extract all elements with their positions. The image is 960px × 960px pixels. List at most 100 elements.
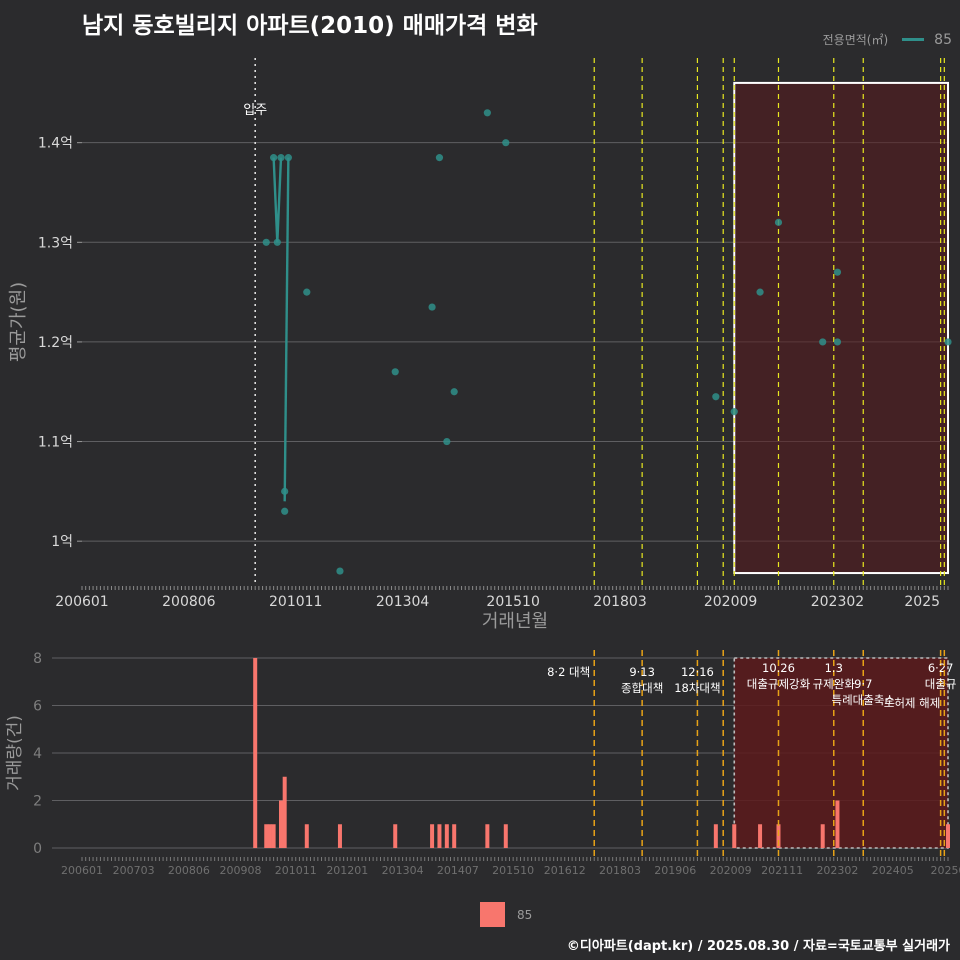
bar-y-tick-label: 2 — [33, 794, 42, 810]
bar-legend-swatch-icon — [480, 902, 505, 927]
bar — [437, 824, 442, 848]
bar — [278, 800, 283, 848]
bar-x-tick-label: 201011 — [275, 864, 317, 877]
bar — [946, 824, 950, 848]
data-point — [819, 338, 827, 346]
legend-line-icon — [902, 38, 925, 41]
bar-x-tick-label: 201201 — [326, 864, 368, 877]
policy-label: 규제완화 — [813, 677, 856, 691]
data-point — [281, 487, 289, 495]
x-tick-label: 2025 — [904, 594, 940, 610]
bar-y-axis-title: 거래량(건) — [5, 715, 25, 791]
policy-label: 9·7 — [854, 677, 872, 691]
x-tick-label: 201304 — [376, 594, 430, 610]
bar-x-tick-label: 200806 — [168, 864, 210, 877]
data-point — [270, 154, 278, 162]
policy-label: 9·13 — [629, 665, 655, 679]
bar-y-tick-label: 6 — [33, 699, 42, 715]
bar — [485, 824, 490, 848]
data-point — [483, 109, 491, 117]
bar — [835, 800, 840, 848]
bar-x-tick-label: 20250 — [931, 864, 960, 877]
legend-title: 전용면적(㎡) — [822, 33, 889, 47]
bar — [393, 824, 398, 848]
policy-label: 10.26 — [762, 661, 795, 675]
policy-label: 특례대출축소 — [832, 693, 895, 707]
bar — [732, 824, 737, 848]
data-point — [944, 338, 952, 346]
bar-x-tick-label: 201407 — [437, 864, 479, 877]
bar-y-tick-label: 4 — [33, 746, 42, 762]
data-point — [730, 408, 738, 416]
bar-x-tick-label: 200703 — [113, 864, 155, 877]
bar — [713, 824, 718, 848]
bar — [337, 824, 342, 848]
bar — [264, 824, 269, 848]
bar — [452, 824, 457, 848]
x-tick-label: 200601 — [55, 594, 108, 610]
policy-label: 종합대책 — [621, 681, 663, 695]
bar — [430, 824, 435, 848]
bar — [776, 824, 781, 848]
x-tick-label: 202009 — [704, 594, 757, 610]
data-point — [756, 288, 764, 296]
data-point — [428, 303, 436, 311]
policy-label: 대출규 — [925, 677, 957, 691]
bar-x-tick-label: 201803 — [599, 864, 641, 877]
series-line — [272, 157, 283, 243]
bar — [271, 824, 276, 848]
data-point — [303, 288, 311, 296]
bar — [267, 824, 272, 848]
bar-x-tick-label: 202111 — [761, 864, 803, 877]
y-tick-label: 1억 — [51, 534, 73, 550]
bar-x-tick-label: 200601 — [61, 864, 103, 877]
bar-x-tick-label: 201304 — [382, 864, 424, 877]
bar-x-tick-label: 201612 — [544, 864, 586, 877]
data-point — [833, 268, 842, 276]
data-point — [712, 393, 720, 401]
bar-x-tick-label: 200908 — [219, 864, 261, 877]
bar-legend: 85 — [480, 902, 532, 927]
page-title: 남지 동호빌리지 아파트(2010) 매매가격 변화 — [82, 13, 538, 39]
data-point — [281, 507, 289, 515]
bar — [503, 824, 508, 848]
bar — [304, 824, 309, 848]
data-point — [262, 238, 270, 246]
bar — [758, 824, 763, 848]
bar-highlight-box — [733, 657, 949, 849]
x-tick-label: 201803 — [593, 594, 646, 610]
x-tick-label: 201011 — [269, 594, 322, 610]
policy-label: 1.3 — [825, 661, 843, 675]
bar-legend-label: 85 — [517, 907, 533, 922]
occupancy-label: 입주 — [243, 103, 267, 118]
source-footer: ©디아파트(dapt.kr) / 2025.08.30 / 자료=국토교통부 실… — [566, 939, 950, 954]
data-point — [336, 567, 344, 575]
data-point — [450, 388, 458, 396]
data-point — [277, 154, 285, 162]
y-tick-label: 1.1억 — [38, 435, 73, 451]
data-point — [391, 368, 399, 376]
bar-y-tick-label: 8 — [33, 651, 42, 667]
bar-x-tick-label: 202009 — [710, 864, 752, 877]
policy-label: 대출규제강화 — [747, 677, 811, 691]
policy-label: 토허제 해제 — [884, 696, 941, 710]
series-line — [283, 157, 290, 502]
x-tick-label: 202302 — [811, 594, 864, 610]
data-point — [435, 154, 444, 162]
data-point — [284, 154, 292, 162]
bar-x-tick-label: 202405 — [872, 864, 914, 877]
data-point — [774, 218, 783, 226]
y-tick-label: 1.4억 — [38, 136, 73, 152]
highlight-box — [733, 81, 950, 575]
policy-label: 12·16 — [681, 665, 714, 679]
bar-x-tick-label: 201906 — [654, 864, 696, 877]
data-point — [502, 139, 510, 147]
x-tick-label: 200806 — [162, 594, 216, 610]
x-tick-label: 201510 — [486, 594, 539, 610]
data-point — [833, 338, 842, 346]
data-point — [443, 437, 451, 446]
policy-label: 18차대책 — [674, 681, 720, 695]
policy-label: 6·27 — [928, 661, 954, 675]
